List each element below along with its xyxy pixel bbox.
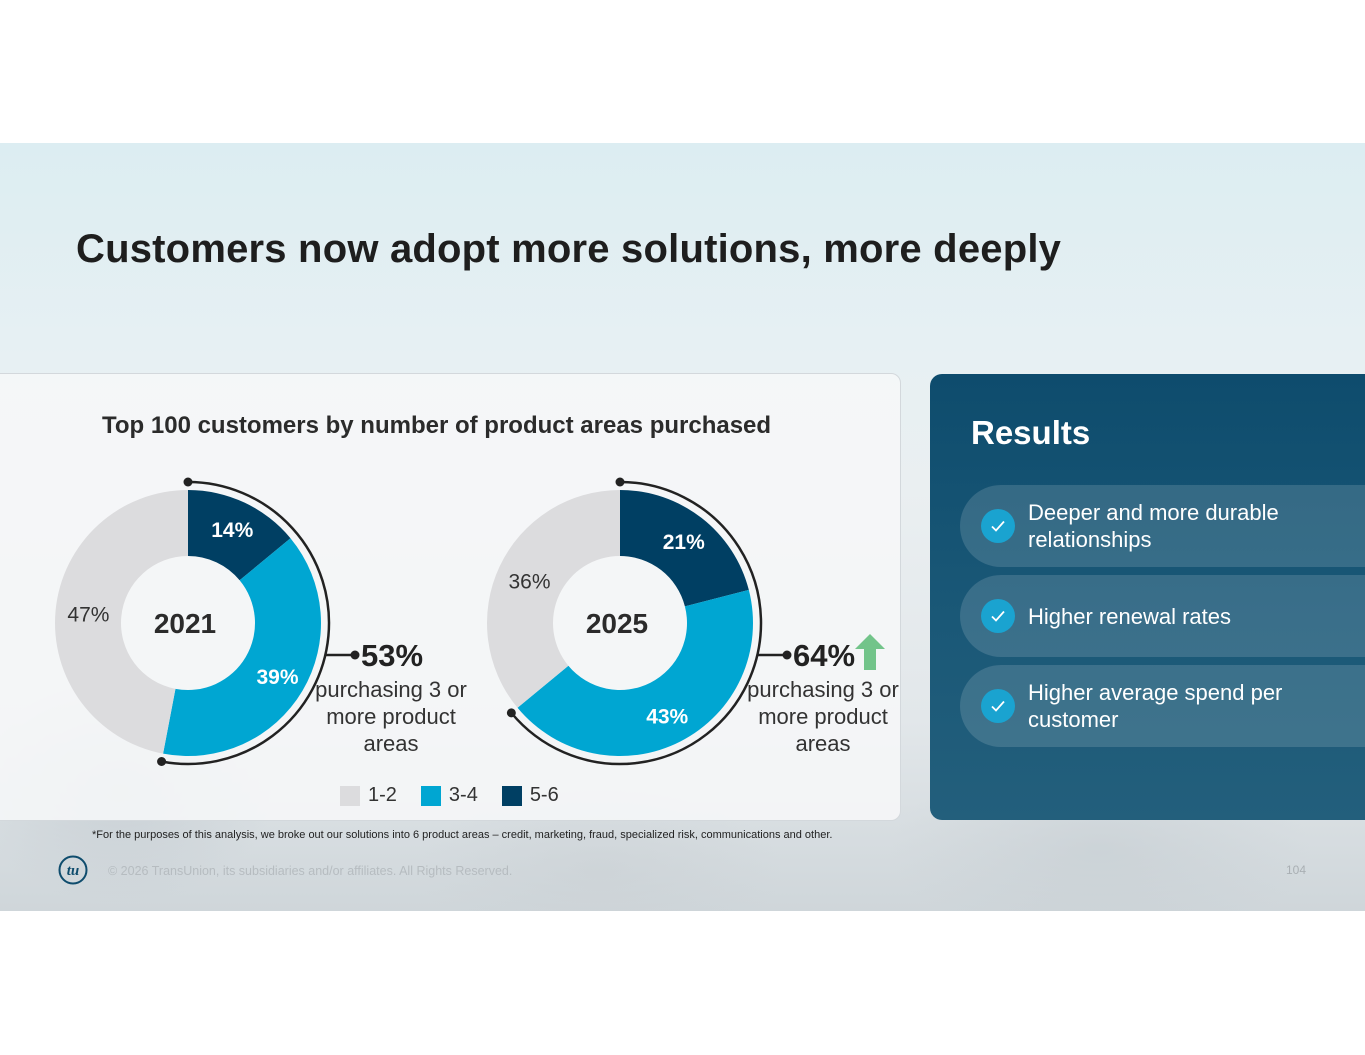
callout-text-2021: purchasing 3 or more product areas [315, 677, 467, 756]
legend-swatch-3-4 [420, 785, 441, 806]
legend-swatch-1-2 [340, 785, 360, 806]
donut-slice-2025-5-6 [620, 490, 749, 607]
legend-swatch-5-6 [501, 785, 522, 806]
result-item: Higher average spend per customer [960, 665, 1365, 747]
bracket-arc-2021 [161, 480, 331, 766]
bracket-dot-end-2025 [506, 708, 516, 718]
result-text: Higher renewal rates [1028, 603, 1231, 629]
page-number: 104 [1286, 863, 1307, 877]
year-label-2025: 2025 [586, 608, 648, 639]
copyright: © 2026 TransUnion, its subsidiaries and/… [108, 864, 513, 878]
year-label-2021: 2021 [154, 608, 216, 639]
results-title: Results [971, 414, 1091, 451]
chart-legend: 1-2 3-4 5-6 [340, 784, 583, 807]
check-icon [981, 689, 1015, 723]
bracket-dot-start-2025 [615, 477, 625, 487]
result-item: Deeper and more durable relationships [960, 485, 1365, 567]
legend-label-1-2: 1-2 [368, 784, 397, 806]
logo-text: tu [67, 863, 80, 879]
data-label-2021-3-4: 39% [257, 666, 299, 689]
donut-slice-2021-1-2 [54, 490, 189, 754]
donut-charts: 14% 39% 47% 2021 21% 43% 36% 2025 [54, 477, 792, 767]
slide: Customers now adopt more solutions, more… [0, 143, 1365, 911]
callout-dot-2025 [782, 650, 792, 660]
callout-value-2025: 64% [793, 638, 856, 673]
legend-label-5-6: 5-6 [529, 784, 559, 806]
bracket-arc-2025 [510, 480, 763, 766]
up-arrow-icon [855, 634, 885, 670]
footnote: *For the purposes of this analysis, we b… [92, 829, 833, 841]
donut-slice-2025-3-4 [517, 589, 753, 756]
result-item: Higher renewal rates [960, 575, 1365, 657]
legend-item-1-2: 1-2 [340, 784, 397, 807]
data-label-2025-1-2: 36% [509, 570, 551, 593]
result-text: Higher average spend per customer [1028, 680, 1283, 732]
bracket-dot-end-2021 [157, 757, 167, 767]
donut-slice-2025-1-2 [487, 490, 620, 708]
data-label-2021-1-2: 47% [67, 604, 109, 627]
legend-item-3-4: 3-4 [420, 784, 478, 807]
data-label-2025-3-4: 43% [646, 706, 688, 729]
result-text: Deeper and more durable relationships [1028, 500, 1279, 552]
check-icon [981, 599, 1015, 633]
results-panel: Results Deeper and more durable relation… [930, 374, 1365, 820]
callout-dot-2021 [350, 650, 360, 660]
donut-slice-2021-5-6 [188, 490, 291, 581]
callout-text-2025: purchasing 3 or more product areas [747, 677, 899, 756]
legend-label-3-4: 3-4 [448, 784, 478, 806]
check-icon [981, 509, 1015, 543]
callout-value-2021: 53% [361, 638, 424, 673]
data-label-2021-5-6: 14% [211, 519, 253, 542]
legend-item-5-6: 5-6 [501, 784, 559, 807]
slide-title: Customers now adopt more solutions, more… [76, 227, 1062, 271]
transunion-logo: tu [58, 855, 88, 885]
bracket-dot-start-2021 [183, 477, 193, 487]
donut-slice-2021-3-4 [163, 538, 322, 756]
chart-title: Top 100 customers by number of product a… [102, 412, 772, 439]
data-label-2025-5-6: 21% [663, 531, 705, 554]
